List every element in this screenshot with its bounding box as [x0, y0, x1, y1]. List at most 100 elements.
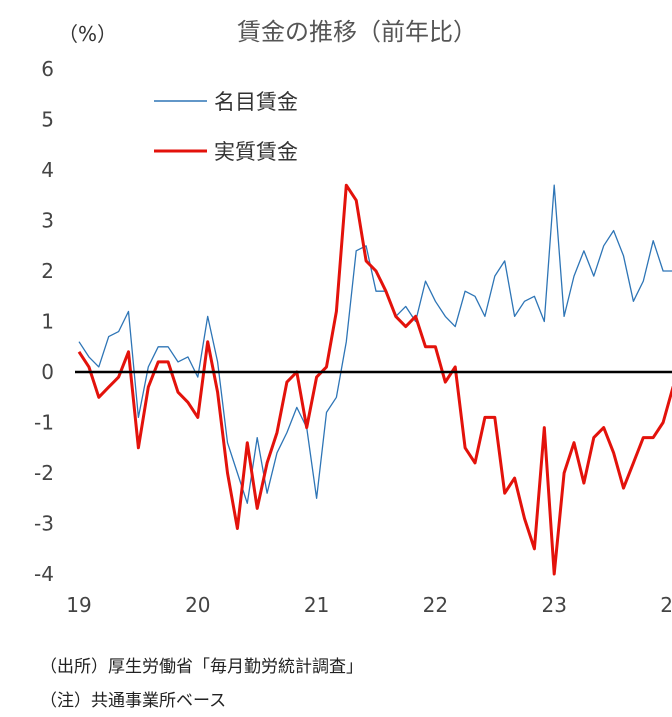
point-nominal-wage [176, 360, 179, 363]
point-real-wage [345, 184, 348, 187]
point-real-wage [503, 492, 506, 495]
point-nominal-wage [592, 274, 595, 277]
point-real-wage [434, 345, 437, 348]
point-real-wage [602, 426, 605, 429]
point-real-wage [87, 365, 90, 368]
point-nominal-wage [216, 360, 219, 363]
point-real-wage [206, 340, 209, 343]
y-tick-label: 1 [41, 310, 54, 334]
point-nominal-wage [325, 411, 328, 414]
point-nominal-wage [503, 259, 506, 262]
x-tick-label: 23 [541, 593, 566, 617]
point-real-wage [117, 375, 120, 378]
series-layer [77, 183, 672, 576]
point-real-wage [335, 310, 338, 313]
x-tick-label: 19 [66, 593, 91, 617]
point-real-wage [533, 547, 536, 550]
point-real-wage [582, 482, 585, 485]
point-nominal-wage [444, 315, 447, 318]
point-nominal-wage [256, 436, 259, 439]
y-tick-label: 5 [41, 108, 54, 132]
x-tick-label: 20 [185, 593, 210, 617]
point-nominal-wage [652, 239, 655, 242]
point-real-wage [315, 375, 318, 378]
point-nominal-wage [493, 274, 496, 277]
point-nominal-wage [87, 355, 90, 358]
point-real-wage [612, 451, 615, 454]
point-nominal-wage [117, 330, 120, 333]
y-tick-label: 4 [41, 158, 54, 182]
point-nominal-wage [315, 497, 318, 500]
point-real-wage [325, 365, 328, 368]
point-real-wage [186, 401, 189, 404]
point-nominal-wage [404, 305, 407, 308]
point-real-wage [176, 391, 179, 394]
point-nominal-wage [167, 345, 170, 348]
point-nominal-wage [226, 441, 229, 444]
point-nominal-wage [137, 416, 140, 419]
point-real-wage [652, 436, 655, 439]
point-nominal-wage [582, 249, 585, 252]
point-real-wage [226, 471, 229, 474]
point-nominal-wage [157, 345, 160, 348]
y-tick-label: -4 [34, 562, 54, 586]
point-real-wage [167, 360, 170, 363]
point-nominal-wage [454, 325, 457, 328]
point-nominal-wage [107, 335, 110, 338]
point-real-wage [127, 350, 130, 353]
point-real-wage [236, 527, 239, 530]
x-axis-ticks: 19 20 21 22 23 24 [66, 593, 672, 617]
legend-label-nominal-wage: 名目賃金 [214, 90, 298, 114]
legend-label-real-wage: 実質賃金 [214, 140, 298, 164]
point-nominal-wage [97, 365, 100, 368]
point-real-wage [365, 259, 368, 262]
point-real-wage [572, 441, 575, 444]
x-tick-label: 24 [660, 593, 672, 617]
point-real-wage [305, 426, 308, 429]
point-nominal-wage [612, 229, 615, 232]
series-line-real-wage [77, 183, 672, 576]
point-real-wage [424, 345, 427, 348]
x-tick-label: 22 [423, 593, 448, 617]
y-tick-label: 6 [41, 57, 54, 81]
point-real-wage [642, 436, 645, 439]
point-nominal-wage [662, 269, 665, 272]
point-nominal-wage [266, 492, 269, 495]
point-nominal-wage [483, 315, 486, 318]
point-nominal-wage [335, 396, 338, 399]
footnote: （注）共通事業所ベース [40, 691, 227, 711]
point-nominal-wage [523, 300, 526, 303]
point-real-wage [523, 517, 526, 520]
point-real-wage [157, 360, 160, 363]
point-real-wage [592, 436, 595, 439]
point-real-wage [285, 381, 288, 384]
point-real-wage [553, 572, 556, 575]
point-nominal-wage [464, 290, 467, 293]
point-real-wage [414, 315, 417, 318]
point-nominal-wage [345, 340, 348, 343]
point-real-wage [196, 416, 199, 419]
point-real-wage [246, 441, 249, 444]
point-nominal-wage [196, 375, 199, 378]
y-axis-ticks: 6 5 4 3 2 1 0 -1 -2 -3 -4 [34, 57, 54, 586]
point-real-wage [464, 446, 467, 449]
point-real-wage [355, 199, 358, 202]
point-nominal-wage [642, 280, 645, 283]
y-tick-label: -2 [34, 461, 54, 485]
y-tick-label: 0 [41, 360, 54, 384]
point-real-wage [256, 507, 259, 510]
point-real-wage [77, 350, 80, 353]
point-nominal-wage [424, 280, 427, 283]
point-nominal-wage [285, 431, 288, 434]
x-tick-label: 21 [304, 593, 329, 617]
point-real-wage [513, 476, 516, 479]
point-nominal-wage [473, 295, 476, 298]
point-real-wage [622, 487, 625, 490]
point-real-wage [493, 416, 496, 419]
point-real-wage [137, 446, 140, 449]
point-real-wage [275, 431, 278, 434]
point-real-wage [107, 386, 110, 389]
point-nominal-wage [295, 406, 298, 409]
